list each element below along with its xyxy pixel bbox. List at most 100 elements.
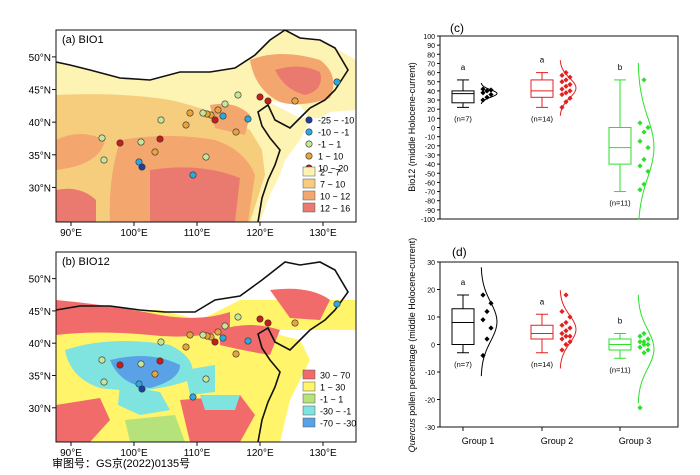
data-point [641, 129, 647, 135]
data-point [645, 124, 651, 131]
site-marker [202, 153, 210, 161]
site-marker [182, 343, 190, 351]
site-marker [156, 135, 164, 143]
box-iqr [530, 79, 554, 98]
site-marker [214, 106, 222, 114]
data-point [641, 339, 647, 345]
significance-letter: a [540, 297, 545, 306]
site-marker [264, 97, 272, 105]
panel-c-label: (c) [450, 21, 464, 35]
site-marker [138, 163, 146, 171]
site-marker [189, 393, 197, 401]
y-tick-label: -10 [425, 135, 435, 142]
data-point [645, 145, 651, 151]
site-marker [221, 100, 229, 108]
y-tick-label: -80 [425, 199, 435, 206]
data-point [480, 97, 486, 103]
y-tick-label: -100 [421, 217, 435, 224]
data-point [563, 328, 569, 334]
panel-c-frame [439, 35, 679, 220]
data-point [559, 79, 565, 85]
site-marker [98, 356, 106, 364]
data-point [567, 88, 573, 94]
data-point [637, 138, 643, 144]
lat-label: 45°N [29, 86, 51, 97]
density-curve [559, 60, 577, 116]
site-marker [199, 109, 207, 117]
map-b-frame [55, 251, 357, 443]
lon-label: 100°E [120, 228, 148, 239]
site-marker [264, 319, 272, 327]
site-marker [189, 171, 197, 179]
legend-fill-label: 7 ~ 10 [320, 180, 345, 190]
density-curve [559, 290, 577, 369]
data-point [563, 341, 569, 348]
data-point [567, 74, 573, 80]
site-marker [100, 378, 108, 386]
data-point [567, 333, 573, 339]
data-point [563, 292, 569, 298]
lat-label: 45°N [29, 307, 51, 318]
legend-point-swatch [305, 116, 313, 124]
map-a-border [55, 29, 349, 223]
data-point [480, 292, 486, 298]
data-point [559, 72, 565, 78]
map-b-legend: 30 ~ 70 1 ~ 30 -1 ~ 1 -30 ~ -1 -70 ~ -30 [302, 369, 356, 429]
panel-d-plot: 30 20 10 0 -10 -20 -30 a (n=7) a (n=14) b (n=11) [425, 260, 655, 432]
data-point [637, 333, 643, 339]
map-b-axes: 50°N 45°N 40°N 35°N 30°N 90°E 100°E 110°E 120°E 1… [29, 275, 337, 459]
data-point [484, 88, 490, 94]
significance-letter: b [618, 63, 623, 72]
data-point [567, 81, 573, 88]
legend-point-label: -25 ~ -10 [318, 116, 354, 126]
legend-fill-swatch [302, 369, 316, 380]
lon-label: 90°E [60, 448, 82, 459]
site-marker [211, 338, 219, 346]
map-approval-number: 审图号：GS京(2022)0135号 [52, 456, 190, 470]
legend-point-swatch [305, 152, 313, 160]
map-b-label: (b) BIO12 [62, 256, 110, 268]
legend-fill-label: -30 ~ -1 [320, 407, 351, 417]
data-point [563, 319, 569, 326]
data-point [488, 325, 494, 331]
site-marker [199, 331, 207, 339]
site-marker [137, 138, 145, 146]
site-marker [219, 112, 227, 120]
data-point [563, 83, 569, 89]
legend-fill-label: 10 ~ 12 [320, 192, 350, 202]
data-point [645, 336, 651, 342]
data-point [563, 77, 569, 83]
box-iqr [608, 127, 632, 165]
site-marker [214, 328, 222, 336]
box-iqr [530, 324, 554, 340]
y-tick-label: 70 [427, 61, 435, 68]
data-point [563, 70, 569, 76]
site-marker [234, 91, 242, 99]
site-marker [221, 322, 229, 330]
panel-c-ylabel: Bio12 (middle Holocene-current) [407, 62, 417, 192]
panel-d: (d) Quercus pollen percentage (middle Ho… [407, 238, 679, 452]
group-label: Group 3 [619, 436, 652, 446]
data-point [480, 86, 486, 92]
y-tick-label: 10 [427, 116, 435, 123]
data-point [484, 308, 490, 315]
lon-label: 130°E [309, 228, 337, 239]
data-point [641, 77, 647, 83]
y-tick-label: -40 [425, 162, 435, 169]
significance-letter: a [540, 56, 545, 65]
data-point [637, 187, 643, 193]
lat-label: 35°N [29, 372, 51, 383]
density-curve [637, 294, 655, 404]
data-point [559, 91, 565, 98]
map-a-panel: (a) BIO1 -25 ~ -10 -10 ~ -1 -1 ~ 1 1 ~ 10 10… [29, 29, 357, 239]
legend-fill-swatch [302, 381, 316, 392]
y-tick-label: 30 [427, 260, 435, 267]
panel-c: (c) Bio12 (middle Holocene-current) 1009… [407, 21, 679, 224]
map-a-points [98, 78, 341, 179]
legend-fill-swatch [302, 178, 316, 189]
data-point [563, 90, 569, 96]
legend-fill-swatch [302, 417, 316, 428]
y-tick-label: -20 [425, 398, 435, 405]
data-point [637, 339, 643, 345]
data-point [480, 90, 486, 96]
